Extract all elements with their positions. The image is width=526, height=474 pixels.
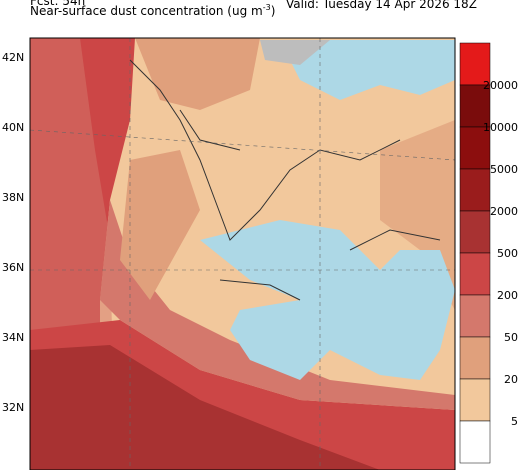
land-mask	[260, 40, 330, 65]
map	[29, 37, 456, 471]
colorbar-label: 10000	[483, 121, 518, 134]
forecast-hour: Fcst: 54h	[30, 0, 85, 8]
lat-label: 40N	[2, 121, 24, 134]
colorbar-box	[459, 168, 491, 212]
title-main: Near-surface dust concentration (ug m	[30, 4, 263, 18]
colorbar-label: 20	[504, 373, 518, 386]
colorbar-label: 50	[504, 331, 518, 344]
colorbar-box	[459, 294, 491, 338]
title-sup: -3	[263, 3, 271, 12]
coastline	[129, 59, 441, 301]
title-end: )	[271, 4, 276, 18]
dust-band	[100, 200, 455, 410]
colorbar-label: 5	[511, 415, 518, 428]
lat-label: 42N	[2, 51, 24, 64]
dust-band	[30, 345, 380, 470]
map-title: Near-surface dust concentration (ug m-3)	[30, 3, 275, 18]
lat-label: 36N	[2, 261, 24, 274]
colorbar-box	[459, 420, 491, 464]
colorbar-box	[459, 252, 491, 296]
dust-band	[135, 38, 260, 110]
lat-axis: 42N 40N 38N 36N 34N 32N	[2, 51, 24, 414]
colorbar-label: 20000	[483, 79, 518, 92]
lat-label: 34N	[2, 331, 24, 344]
sea	[200, 220, 455, 380]
colorbar-label: 200	[497, 289, 518, 302]
colorbar-box	[459, 42, 491, 86]
sea	[280, 40, 455, 100]
colorbar-label: 2000	[490, 205, 518, 218]
colorbar-box	[459, 336, 491, 380]
lat-label: 38N	[2, 191, 24, 204]
colorbar-label: 500	[497, 247, 518, 260]
colorbar-box	[459, 378, 491, 422]
colorbar: 20000 10000 5000 2000 500 200 50 20 5	[459, 42, 518, 464]
colorbar-box	[459, 210, 491, 254]
colorbar-label: 5000	[490, 163, 518, 176]
colorbar-box	[459, 126, 491, 170]
colorbar-box	[459, 84, 491, 128]
dust-band	[120, 150, 200, 300]
lat-label: 32N	[2, 401, 24, 414]
valid-time: Valid: Tuesday 14 Apr 2026 18Z	[286, 0, 477, 11]
